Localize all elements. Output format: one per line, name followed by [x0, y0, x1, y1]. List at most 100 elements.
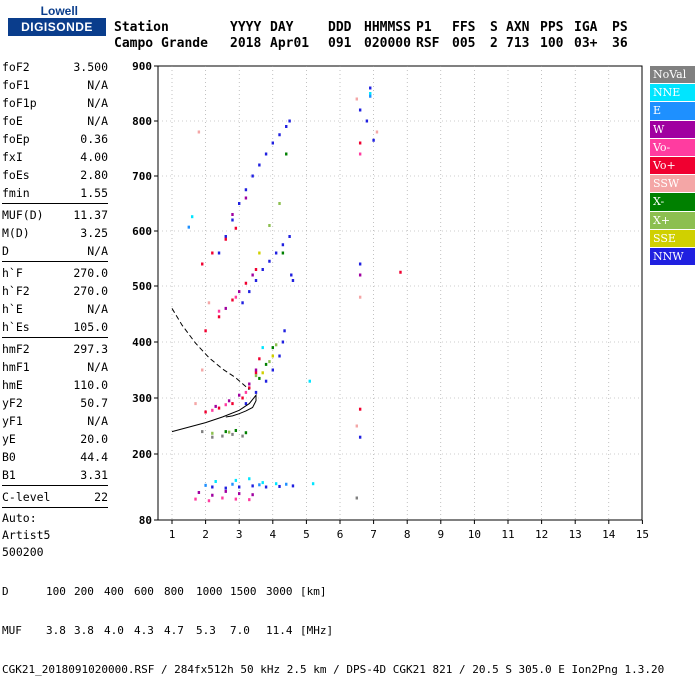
- data-point: [241, 396, 244, 400]
- param-row: yE 20.0: [2, 430, 108, 448]
- data-point: [369, 94, 372, 98]
- param-value: 2.80: [80, 168, 108, 182]
- param-name: foF1: [2, 78, 30, 92]
- data-point: [308, 379, 311, 383]
- data-point: [358, 141, 362, 145]
- data-point: [234, 478, 238, 482]
- data-point: [217, 309, 221, 313]
- data-point: [271, 354, 274, 358]
- data-point: [234, 226, 238, 230]
- param-value: 105.0: [73, 320, 108, 334]
- data-point: [291, 279, 295, 282]
- data-point: [258, 163, 261, 167]
- autoscaling-text: 500200: [2, 545, 44, 559]
- header-label: DAY: [270, 20, 294, 35]
- x-tick-label: 1: [169, 528, 176, 541]
- data-point: [271, 368, 274, 372]
- data-point: [244, 281, 248, 285]
- data-point: [211, 493, 214, 497]
- header-label: YYYY: [230, 20, 262, 35]
- legend-item: Vo+: [650, 156, 695, 176]
- legend: NoVal NNE E W Vo- Vo+ SSW X- X+ SSE NNW: [650, 66, 695, 267]
- param-value: 11.37: [73, 208, 108, 222]
- legend-item: X-: [650, 193, 695, 212]
- param-separator: [2, 261, 108, 262]
- footer-info: CGK21_2018091020000.RSF / 284fx512h 50 k…: [2, 663, 665, 676]
- x-tick-label: 10: [468, 528, 481, 541]
- data-point: [238, 202, 241, 205]
- data-point: [271, 141, 274, 145]
- param-name: foE: [2, 114, 23, 128]
- header-label: FFS: [452, 20, 476, 35]
- data-point: [204, 410, 207, 414]
- plot-frame: [157, 65, 643, 521]
- data-point: [254, 368, 258, 372]
- data-point: [254, 390, 258, 394]
- data-point: [288, 235, 291, 238]
- data-point: [278, 484, 281, 488]
- data-point: [288, 119, 291, 123]
- footer-muf-value: 4.7: [164, 624, 184, 637]
- param-row: foF1 N/A: [2, 76, 108, 94]
- data-point: [264, 362, 268, 366]
- data-point: [358, 262, 362, 266]
- param-name: foEs: [2, 168, 30, 182]
- x-tick-label: 9: [437, 528, 444, 541]
- data-point: [211, 431, 214, 435]
- param-name: h`F2: [2, 284, 30, 298]
- param-row: foE N/A: [2, 112, 108, 130]
- param-value: 3.25: [80, 226, 108, 240]
- x-tick-label: 15: [636, 528, 649, 541]
- param-value: 20.0: [80, 432, 108, 446]
- data-point: [358, 407, 362, 411]
- data-point: [251, 484, 254, 488]
- param-row: D N/A: [2, 242, 108, 260]
- footer-muf-value: 5.3: [196, 624, 216, 637]
- param-row: foF1p N/A: [2, 94, 108, 112]
- footer-d-value: 1000: [196, 585, 223, 598]
- data-point: [278, 202, 281, 205]
- data-point: [231, 482, 234, 486]
- footer-d-value: 200: [74, 585, 94, 598]
- param-row: C-level 22: [2, 488, 108, 506]
- legend-item: NNE: [650, 84, 695, 103]
- header-label: AXN: [506, 20, 530, 35]
- param-value: N/A: [87, 414, 108, 428]
- x-tick-label: 7: [370, 528, 377, 541]
- param-name: foF1p: [2, 96, 37, 110]
- header-value: Apr01: [270, 36, 310, 51]
- header-value: 100: [540, 36, 564, 51]
- data-point: [211, 251, 214, 255]
- data-point: [285, 482, 288, 486]
- header-label: PPS: [540, 20, 564, 35]
- param-separator: [2, 485, 108, 486]
- autoscaling-text: Auto:: [2, 511, 37, 525]
- footer-muf-value: 3.8: [74, 624, 94, 637]
- data-point: [264, 379, 268, 383]
- data-point: [204, 329, 207, 333]
- data-point: [274, 251, 278, 255]
- param-value: 3.31: [80, 468, 108, 482]
- param-value: N/A: [87, 360, 108, 374]
- data-point: [261, 346, 264, 350]
- footer-d-value: 3000: [266, 585, 293, 598]
- data-point: [231, 213, 234, 216]
- data-point: [214, 404, 217, 408]
- data-point: [258, 483, 261, 487]
- header-value: 091: [328, 36, 352, 51]
- data-point: [271, 346, 274, 350]
- header-value: 713: [506, 36, 530, 51]
- footer-d-value: 400: [104, 585, 124, 598]
- header-value: Campo Grande: [114, 36, 208, 51]
- footer-muf-value: 7.0: [230, 624, 250, 637]
- data-point: [248, 386, 251, 390]
- x-tick-label: 5: [303, 528, 310, 541]
- legend-item: NoVal: [650, 66, 695, 85]
- param-name: h`F: [2, 266, 23, 280]
- param-value: 3.500: [73, 60, 108, 74]
- footer-distance-row: D 100 200 400 600 800 1000 1500 3000 [km]: [2, 585, 664, 598]
- data-point: [290, 273, 293, 277]
- y-tick-label: 700: [132, 170, 152, 183]
- footer-d-unit: [km]: [300, 585, 327, 598]
- header-label: PS: [612, 20, 628, 35]
